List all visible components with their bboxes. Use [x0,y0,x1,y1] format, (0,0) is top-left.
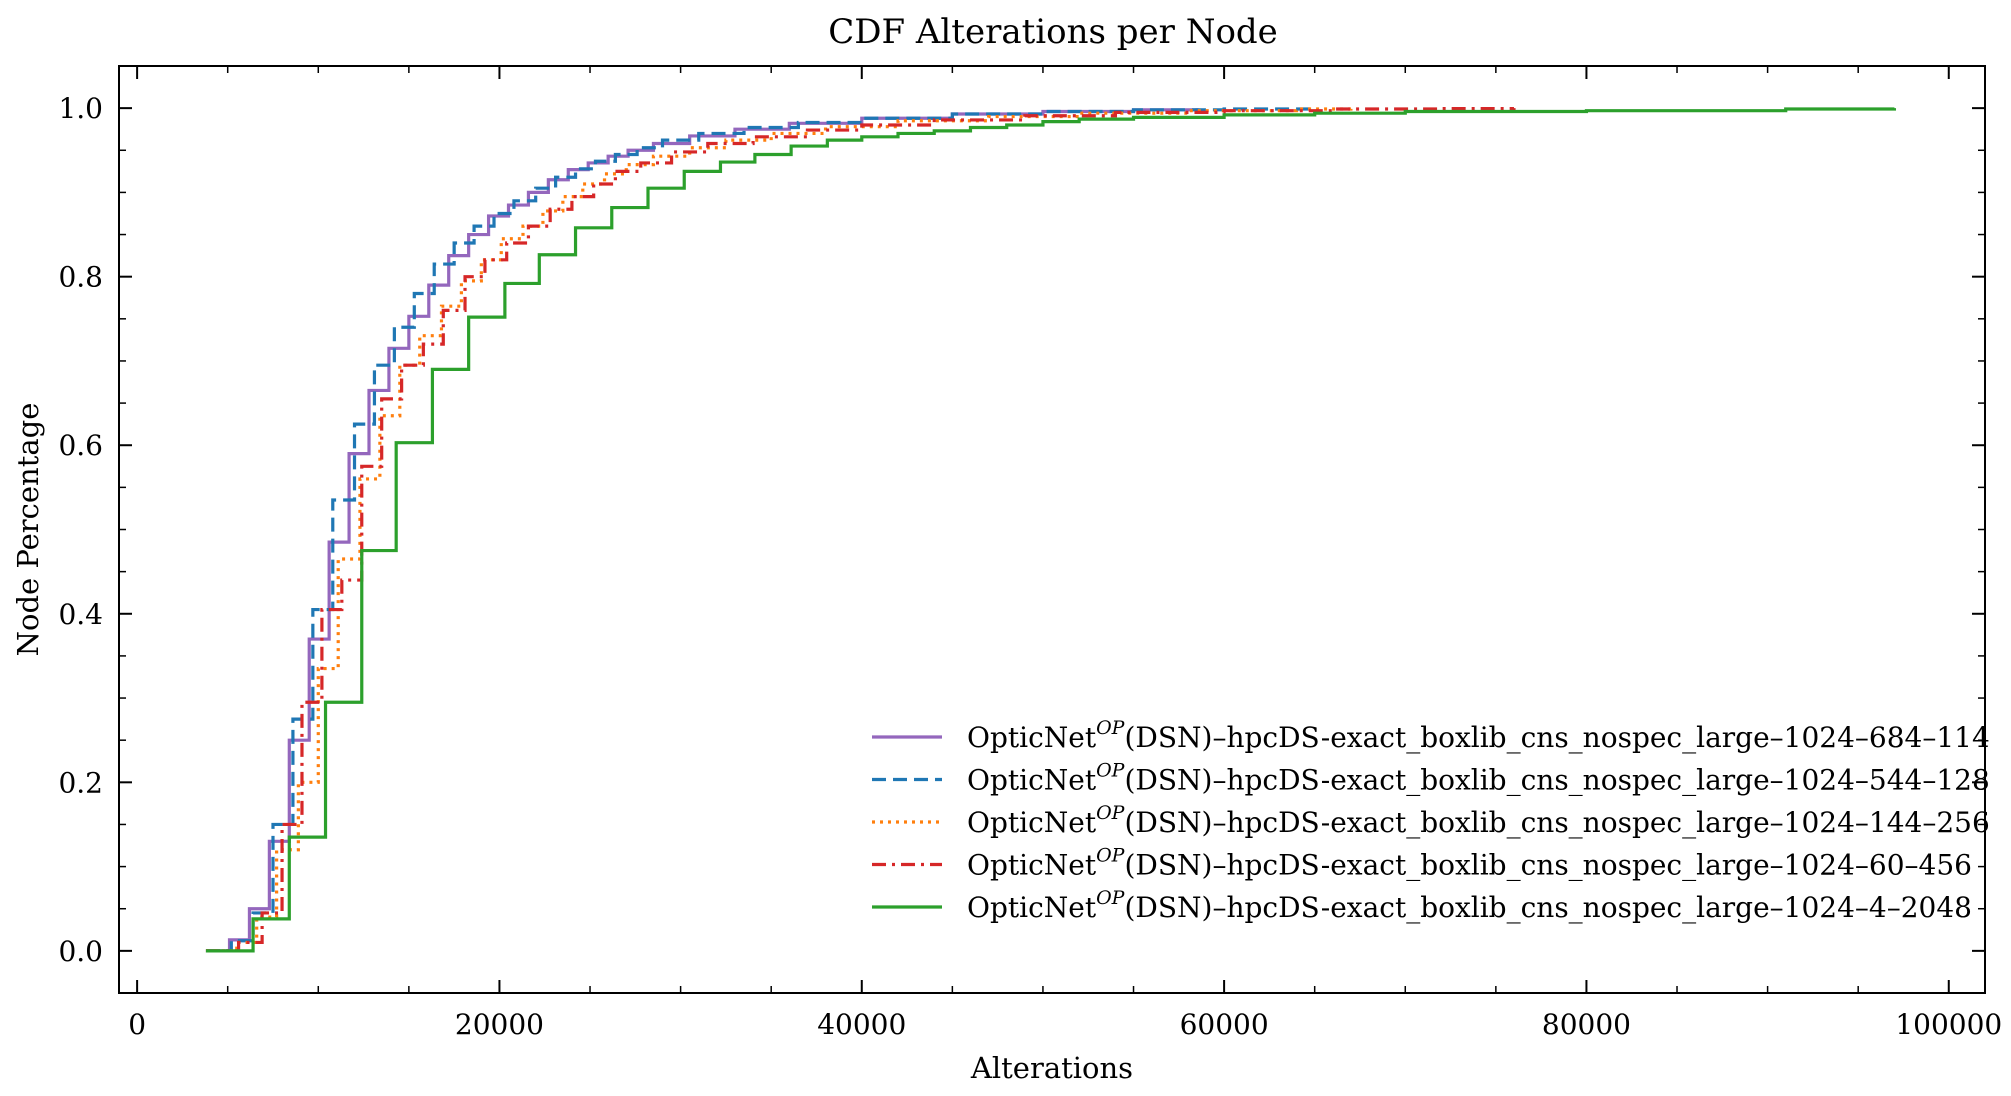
legend-label: OpticNetOP(DSN)–hpcDS-exact_boxlib_cns_n… [967,802,1990,839]
chart-title: CDF Alterations per Node [828,12,1278,52]
y-tick-label: 0.4 [58,598,103,631]
legend-entry-5: OpticNetOP(DSN)–hpcDS-exact_boxlib_cns_n… [872,887,1972,924]
legend-label: OpticNetOP(DSN)–hpcDS-exact_boxlib_cns_n… [967,887,1972,924]
x-tick-label: 20000 [455,1008,544,1041]
y-tick-label: 0.6 [58,429,103,462]
x-tick-label: 40000 [817,1008,906,1041]
y-axis-label: Node Percentage [11,403,45,657]
x-tick-label: 60000 [1180,1008,1269,1041]
legend: OpticNetOP(DSN)–hpcDS-exact_boxlib_cns_n… [872,717,1990,924]
x-axis-label: Alterations [970,1051,1133,1085]
legend-label: OpticNetOP(DSN)–hpcDS-exact_boxlib_cns_n… [967,845,1972,882]
legend-entry-3: OpticNetOP(DSN)–hpcDS-exact_boxlib_cns_n… [872,802,1990,839]
legend-entry-4: OpticNetOP(DSN)–hpcDS-exact_boxlib_cns_n… [872,845,1972,882]
legend-label: OpticNetOP(DSN)–hpcDS-exact_boxlib_cns_n… [967,717,1990,754]
legend-label: OpticNetOP(DSN)–hpcDS-exact_boxlib_cns_n… [967,760,1990,797]
legend-entry-2: OpticNetOP(DSN)–hpcDS-exact_boxlib_cns_n… [872,760,1990,797]
legend-entry-1: OpticNetOP(DSN)–hpcDS-exact_boxlib_cns_n… [872,717,1990,754]
x-tick-label: 80000 [1542,1008,1631,1041]
y-tick-label: 0.2 [58,766,103,799]
x-tick-label: 100000 [1895,1008,2002,1041]
y-tick-label: 0.0 [58,935,103,968]
x-tick-label: 0 [128,1008,146,1041]
y-tick-label: 1.0 [58,92,103,125]
y-tick-label: 0.8 [58,261,103,294]
